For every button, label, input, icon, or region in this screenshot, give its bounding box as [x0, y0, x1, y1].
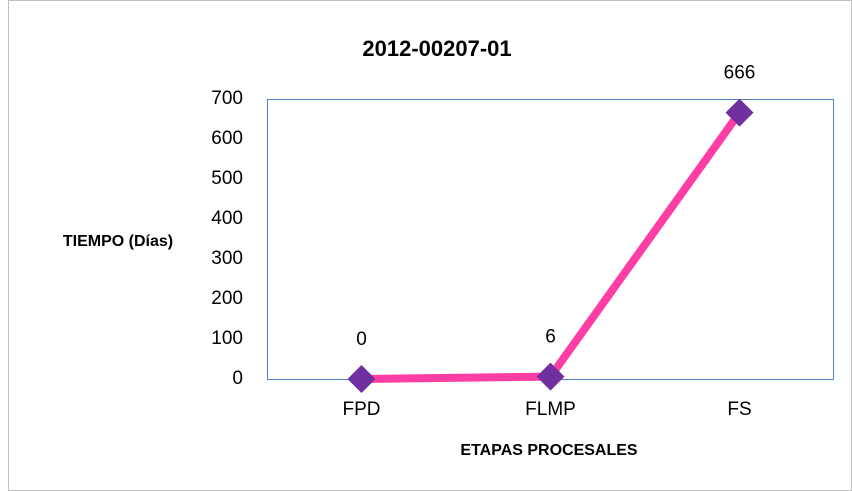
marker	[347, 365, 376, 393]
y-tick-label: 600	[211, 128, 243, 149]
y-tick-label: 0	[232, 368, 243, 389]
data-label: 0	[356, 329, 367, 350]
data-label: 6	[545, 327, 556, 348]
x-tick-label: FS	[727, 399, 751, 420]
y-axis-title: TIEMPO (Días)	[63, 233, 173, 250]
chart-border	[8, 0, 852, 491]
x-tick-label: FLMP	[525, 399, 576, 420]
y-tick-label: 100	[211, 328, 243, 349]
x-tick-label: FPD	[343, 399, 381, 420]
y-tick-label: 700	[211, 88, 243, 109]
y-tick-label: 200	[211, 288, 243, 309]
y-tick-label: 300	[211, 248, 243, 269]
y-tick-label: 400	[211, 208, 243, 229]
marker	[536, 362, 565, 391]
y-tick-label: 500	[211, 168, 243, 189]
data-label: 666	[724, 63, 756, 84]
chart-title: 2012-00207-01	[362, 36, 511, 61]
marker	[725, 98, 754, 127]
x-axis-title: ETAPAS PROCESALES	[460, 442, 638, 459]
